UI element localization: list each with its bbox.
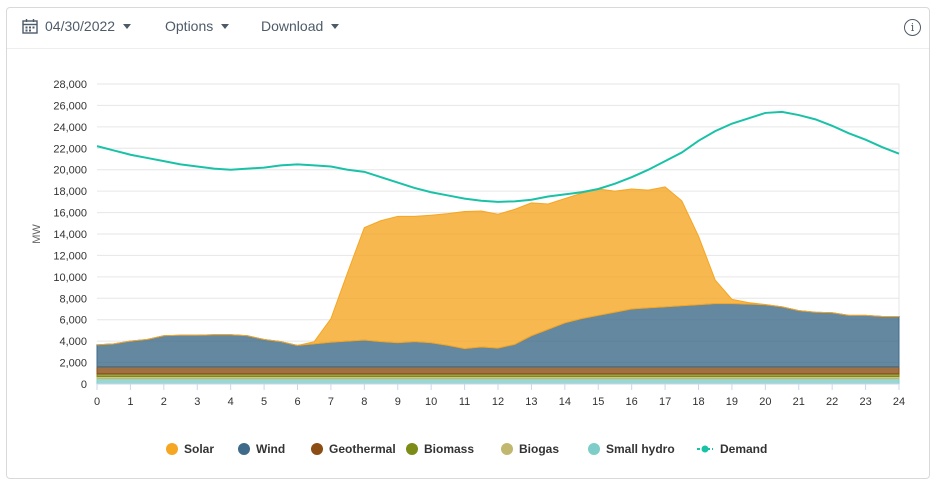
download-dropdown[interactable]: Download <box>261 18 340 34</box>
series-lines <box>96 110 900 203</box>
calendar-icon <box>22 18 38 34</box>
legend-item-biogas[interactable]: Biogas <box>501 442 559 456</box>
legend-label: Biogas <box>519 442 559 456</box>
x-tick-label: 23 <box>859 396 871 408</box>
chevron-down-icon <box>123 23 132 29</box>
area-geothermal <box>96 366 900 375</box>
x-tick-label: 13 <box>525 396 537 408</box>
y-tick-label: 0 <box>81 379 87 391</box>
legend-label: Wind <box>256 442 285 456</box>
y-tick-label: 12,000 <box>53 250 87 262</box>
legend-label: Solar <box>184 442 214 456</box>
area-solar <box>96 186 899 350</box>
x-tick-label: 15 <box>592 396 604 408</box>
x-tick-label: 9 <box>395 396 401 408</box>
series-areas <box>96 186 900 385</box>
x-tick-label: 17 <box>659 396 671 408</box>
x-tick-label: 7 <box>328 396 334 408</box>
line-demand <box>96 110 900 203</box>
date-picker[interactable]: 04/30/2022 <box>22 18 132 34</box>
legend-item-demand[interactable]: Demand <box>697 442 767 456</box>
x-tick-label: 22 <box>826 396 838 408</box>
x-tick-label: 18 <box>692 396 704 408</box>
legend-label: Small hydro <box>606 442 675 456</box>
y-tick-label: 20,000 <box>53 165 87 177</box>
y-axis-label: MW <box>31 224 43 244</box>
axes: 0 2,000 4,000 6,000 8,000 10,000 12,000 14,000 1… <box>31 79 905 408</box>
x-tick-label: 8 <box>361 396 367 408</box>
y-tick-label: 8,000 <box>59 293 87 305</box>
area-small-hydro <box>96 378 900 385</box>
legend-item-biomass[interactable]: Biomass <box>406 442 474 456</box>
y-tick-label: 22,000 <box>53 143 87 155</box>
legend-item-small-hydro[interactable]: Small hydro <box>588 442 675 456</box>
legend-item-solar[interactable]: Solar <box>166 442 214 456</box>
legend-label: Biomass <box>424 442 474 456</box>
legend-symbol <box>238 443 250 455</box>
y-tick-label: 10,000 <box>53 272 87 284</box>
y-tick-label: 28,000 <box>53 79 87 91</box>
x-tick-label: 11 <box>459 396 470 408</box>
x-tick-label: 21 <box>793 396 805 408</box>
x-tick-label: 14 <box>559 396 571 408</box>
legend-symbol <box>501 443 513 455</box>
y-tick-label: 2,000 <box>59 358 87 370</box>
legend-item-geothermal[interactable]: Geothermal <box>311 442 396 456</box>
legend-symbol <box>166 443 178 455</box>
x-tick-label: 10 <box>425 396 437 408</box>
legend-symbol <box>588 443 600 455</box>
legend-symbol <box>311 443 323 455</box>
y-tick-label: 6,000 <box>59 315 87 327</box>
x-tick-label: 1 <box>127 396 133 408</box>
chart-toolbar: 04/30/2022 Options Download i <box>7 8 929 49</box>
options-dropdown[interactable]: Options <box>165 18 230 34</box>
x-tick-label: 24 <box>893 396 905 408</box>
info-icon[interactable]: i <box>904 19 921 36</box>
legend-symbol <box>406 443 418 455</box>
legend-label: Demand <box>720 442 767 456</box>
y-tick-label: 18,000 <box>53 186 87 198</box>
x-tick-label: 3 <box>194 396 200 408</box>
options-label: Options <box>165 18 214 34</box>
date-value: 04/30/2022 <box>45 18 116 34</box>
chevron-down-icon <box>331 23 340 29</box>
y-tick-label: 24,000 <box>53 122 87 134</box>
legend-item-wind[interactable]: Wind <box>238 442 285 456</box>
legend-symbol <box>701 445 709 453</box>
x-tick-label: 2 <box>161 396 167 408</box>
x-tick-label: 4 <box>228 396 234 408</box>
x-tick-label: 6 <box>294 396 300 408</box>
x-tick-label: 0 <box>94 396 100 408</box>
x-tick-label: 5 <box>261 396 267 408</box>
chevron-down-icon <box>221 23 230 29</box>
legend: Solar Wind Geothermal Biomass Biogas Small hy… <box>166 442 767 456</box>
download-label: Download <box>261 18 324 34</box>
y-tick-label: 14,000 <box>53 229 87 241</box>
x-tick-label: 19 <box>726 396 738 408</box>
x-tick-label: 20 <box>759 396 771 408</box>
x-tick-label: 12 <box>492 396 504 408</box>
y-tick-label: 16,000 <box>53 208 87 220</box>
legend-label: Geothermal <box>329 442 396 456</box>
y-tick-label: 26,000 <box>53 100 87 112</box>
y-tick-label: 4,000 <box>59 336 87 348</box>
x-tick-label: 16 <box>626 396 638 408</box>
